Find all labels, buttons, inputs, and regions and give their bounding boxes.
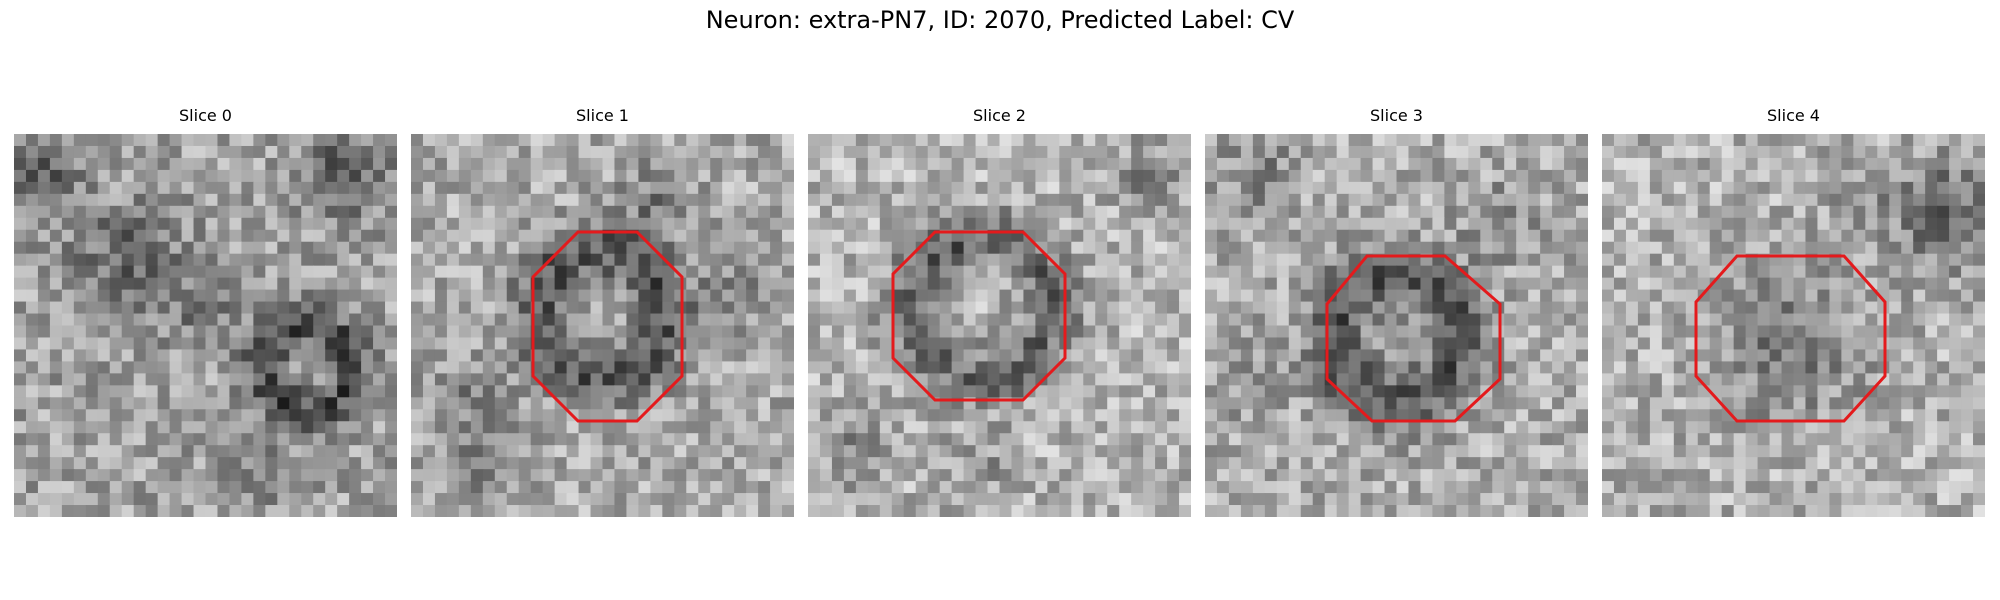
slice-image: [411, 134, 794, 517]
roi-octagon-outline: [891, 230, 1067, 402]
slice-panel-1: Slice 1: [411, 106, 794, 517]
roi-octagon-outline: [1694, 254, 1887, 423]
slice-title: Slice 0: [179, 106, 232, 125]
slice-title: Slice 4: [1767, 106, 1820, 125]
slice-image: [1205, 134, 1588, 517]
slice-panel-3: Slice 3: [1205, 106, 1588, 517]
slice-panel-0: Slice 0: [14, 106, 397, 517]
slice-image: [808, 134, 1191, 517]
slice-title: Slice 3: [1370, 106, 1423, 125]
slice-title: Slice 2: [973, 106, 1026, 125]
slice-image: [1602, 134, 1985, 517]
roi-octagon-outline: [531, 230, 684, 423]
slice-panel-2: Slice 2: [808, 106, 1191, 517]
slice-image: [14, 134, 397, 517]
slice-panel-4: Slice 4: [1602, 106, 1985, 517]
roi-octagon-outline: [1325, 254, 1502, 423]
slice-title: Slice 1: [576, 106, 629, 125]
figure-title: Neuron: extra-PN7, ID: 2070, Predicted L…: [705, 6, 1295, 34]
